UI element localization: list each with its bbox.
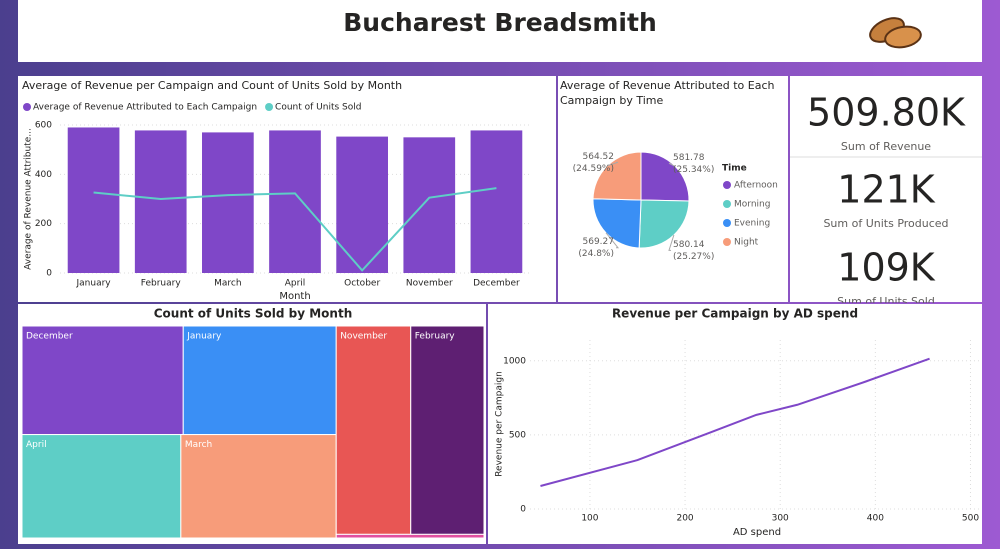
- pie-slice: [638, 199, 690, 249]
- treemap-cell: [335, 533, 485, 539]
- x-tick-label: October: [344, 279, 380, 289]
- treemap-cell: [21, 434, 182, 539]
- legend-marker: [265, 103, 274, 111]
- data-label: (25.27%): [673, 252, 714, 262]
- leader-line: [668, 234, 675, 251]
- kpi-label: Sum of Units Produced: [823, 217, 948, 230]
- bread-icon: [869, 17, 922, 49]
- x-tick-label: 400: [867, 514, 884, 524]
- treemap-cell: [180, 434, 337, 539]
- y-tick-label: 0: [520, 505, 526, 515]
- bar: [269, 130, 321, 273]
- chart-title: Average of Revenue Attributed to Each Ca…: [560, 79, 775, 107]
- y-tick-label: 400: [35, 170, 52, 180]
- x-tick-label: 300: [772, 514, 789, 524]
- x-tick-label: April: [285, 279, 306, 289]
- pie-slice: [640, 151, 690, 202]
- legend-marker: [23, 103, 31, 111]
- bar: [336, 136, 388, 273]
- kpi-value: 109K: [837, 246, 936, 290]
- series-line: [93, 187, 497, 272]
- x-tick-label: November: [406, 279, 453, 289]
- legend-marker: [723, 219, 731, 227]
- data-label: (25.34%): [673, 165, 714, 175]
- bar: [470, 130, 523, 273]
- y-axis-label: Revenue per Campaign: [495, 371, 505, 477]
- bar: [67, 127, 120, 273]
- y-tick-label: 0: [46, 269, 52, 279]
- y-axis-label: Average of Revenue Attribute...: [24, 128, 34, 270]
- x-axis-label: Month: [279, 291, 310, 302]
- chart-title: Average of Revenue per Campaign and Coun…: [22, 79, 402, 92]
- cell-label: January: [186, 332, 222, 342]
- legend-label: Night: [734, 238, 759, 248]
- legend-marker: [723, 238, 731, 246]
- legend-marker: [723, 200, 731, 208]
- x-tick-label: 100: [581, 514, 598, 524]
- cell-label: March: [185, 440, 212, 450]
- treemap-cell: [182, 325, 337, 436]
- x-tick-label: December: [473, 279, 520, 289]
- kpi-label: Sum of Revenue: [841, 140, 931, 153]
- header-panel: [18, 0, 982, 62]
- data-label: 564.52: [583, 152, 615, 162]
- data-label: 569.27: [583, 237, 615, 247]
- y-tick-label: 200: [35, 219, 52, 229]
- header-title: Bucharest Breadsmith: [343, 8, 657, 37]
- leader-line: [668, 162, 676, 167]
- pie-slice: [592, 198, 642, 249]
- kpi-cards: 509.80K Sum of Revenue 121K Sum of Units Pr…: [807, 91, 966, 308]
- x-axis-label: AD spend: [733, 527, 781, 538]
- cell-label: December: [26, 332, 73, 342]
- legend-label: Count of Units Sold: [275, 103, 361, 113]
- series-line: [540, 357, 930, 487]
- chart-title: Count of Units Sold by Month: [154, 307, 353, 321]
- bar: [202, 132, 254, 273]
- data-label: 580.14: [673, 240, 705, 250]
- y-tick-label: 500: [509, 430, 526, 440]
- legend-title: Time: [722, 164, 747, 174]
- legend-label: Evening: [734, 219, 770, 229]
- data-label: 581.78: [673, 153, 705, 163]
- leader-line: [605, 232, 620, 249]
- treemap-cell: [335, 325, 412, 535]
- cell-label: November: [340, 332, 387, 342]
- kpi-label: Sum of Units Sold: [837, 295, 935, 308]
- x-tick-label: January: [76, 279, 112, 289]
- chart-title: Revenue per Campaign by AD spend: [612, 307, 858, 321]
- pie-title-box: Average of Revenue Attributed to Each Ca…: [560, 79, 775, 107]
- y-tick-label: 600: [35, 121, 52, 131]
- y-tick-label: 1000: [503, 356, 526, 366]
- data-label: (24.59%): [573, 164, 614, 174]
- bar: [403, 137, 456, 273]
- leader-line: [607, 161, 619, 167]
- cell-label: April: [26, 440, 47, 450]
- kpi-value: 509.80K: [807, 91, 966, 135]
- x-tick-label: 200: [676, 514, 693, 524]
- x-tick-label: February: [141, 279, 182, 289]
- treemap-cell: [410, 325, 485, 535]
- data-label: (24.8%): [578, 249, 614, 259]
- panel: [790, 76, 982, 302]
- legend-label: Average of Revenue Attributed to Each Ca…: [33, 103, 257, 113]
- legend-marker: [723, 181, 731, 189]
- bar: [134, 130, 187, 273]
- x-tick-label: March: [214, 279, 241, 289]
- kpi-value: 121K: [837, 168, 936, 212]
- treemap-cell: [21, 325, 184, 436]
- legend-label: Morning: [734, 200, 770, 210]
- x-tick-label: 500: [962, 514, 979, 524]
- cell-label: February: [415, 332, 456, 342]
- legend-label: Afternoon: [734, 181, 778, 191]
